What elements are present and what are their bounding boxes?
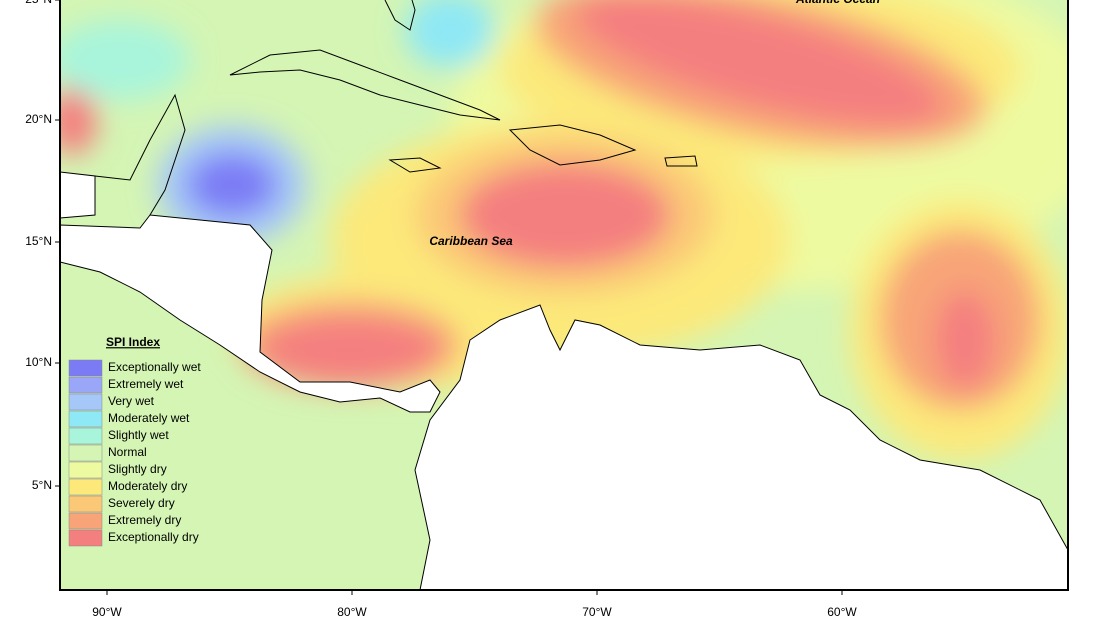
legend-label: Severely dry — [108, 496, 175, 510]
jamaica — [388, 157, 442, 173]
lon-label: 90°W — [92, 605, 122, 619]
legend-title: SPI Index — [106, 335, 160, 349]
legend-label: Extremely dry — [108, 513, 181, 527]
lat-label: 25°N — [25, 0, 52, 6]
legend-label: Moderately wet — [108, 411, 190, 425]
hispaniola — [508, 124, 637, 166]
legend-swatch — [68, 427, 103, 445]
legend-swatch — [68, 444, 103, 462]
south-america — [414, 304, 1068, 590]
legend-swatch — [68, 359, 103, 377]
legend-swatch — [68, 376, 103, 394]
lat-label: 10°N — [25, 355, 52, 369]
place-label: Caribbean Sea — [429, 234, 513, 248]
florida — [384, 0, 416, 31]
legend-swatch — [68, 495, 103, 513]
legend-label: Extremely wet — [108, 377, 184, 391]
cuba — [229, 49, 501, 121]
lat-label: 5°N — [32, 478, 52, 492]
lon-label: 80°W — [337, 605, 367, 619]
legend-label: Slightly wet — [108, 428, 169, 442]
legend-label: Exceptionally dry — [108, 530, 199, 544]
spi-field — [60, 0, 1068, 590]
yucatan — [94, 93, 186, 216]
lat-label: 15°N — [25, 234, 52, 248]
legend-swatch — [68, 529, 103, 547]
legend-label: Moderately dry — [108, 479, 187, 493]
place-label: Atlantic Ocean — [795, 0, 880, 6]
legend-label: Very wet — [108, 394, 155, 408]
legend-swatch — [68, 461, 103, 479]
lon-label: 60°W — [827, 605, 857, 619]
legend-label: Exceptionally wet — [108, 360, 201, 374]
puerto-rico — [664, 155, 698, 167]
mexico — [60, 171, 96, 219]
legend: SPI Index Exceptionally wet Extremely wet… — [68, 335, 201, 547]
lat-label: 20°N — [25, 112, 52, 126]
legend-label: Slightly dry — [108, 462, 167, 476]
legend-swatch — [68, 393, 103, 411]
legend-swatch — [68, 512, 103, 530]
lon-label: 70°W — [582, 605, 612, 619]
legend-swatch — [68, 478, 103, 496]
map-frame — [59, 0, 1069, 591]
legend-label: Normal — [108, 445, 147, 459]
central-america — [60, 214, 441, 413]
legend-swatch — [68, 410, 103, 428]
